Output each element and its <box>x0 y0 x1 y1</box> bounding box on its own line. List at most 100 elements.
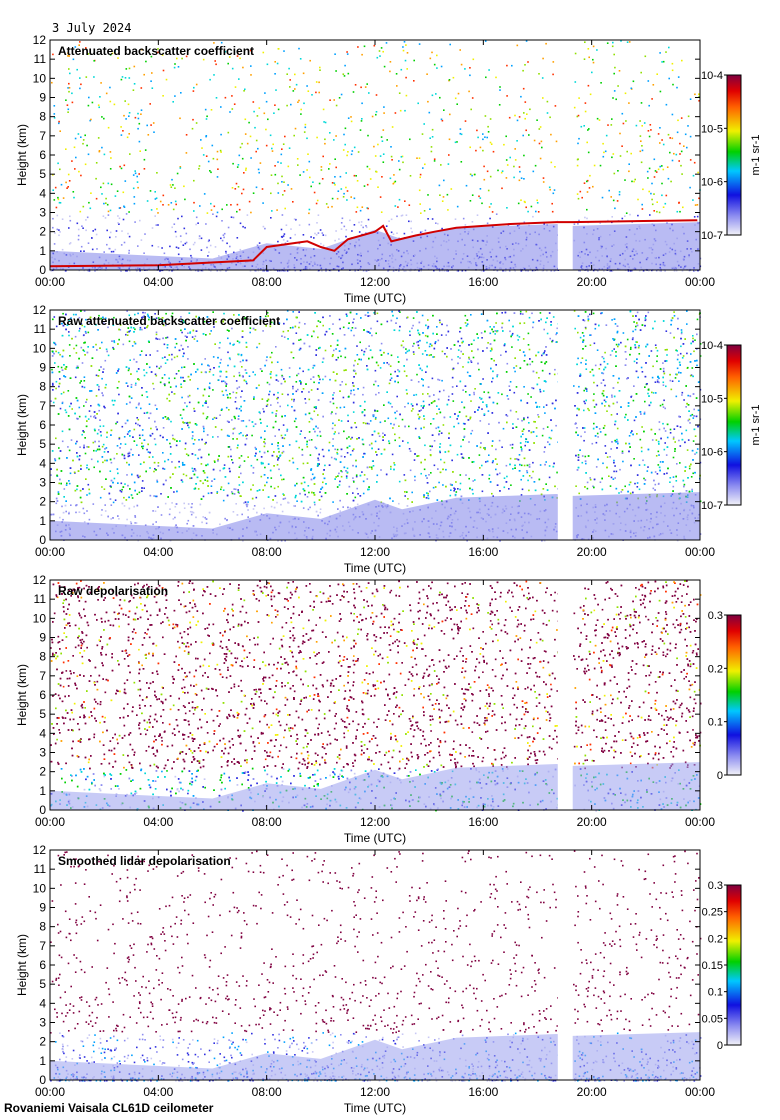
texture-pixel <box>331 197 334 200</box>
texture-pixel <box>464 224 467 226</box>
texture-pixel <box>100 186 102 189</box>
texture-pixel <box>288 376 291 378</box>
texture-pixel <box>456 205 459 208</box>
texture-pixel <box>329 132 331 134</box>
texture-pixel <box>124 483 126 485</box>
texture-pixel <box>268 393 270 396</box>
texture-pixel <box>403 474 406 476</box>
texture-pixel <box>405 389 408 391</box>
texture-pixel <box>694 204 697 206</box>
texture-pixel <box>677 119 679 122</box>
date-label: 3 July 2024 <box>52 21 131 35</box>
texture-pixel <box>57 198 60 201</box>
texture-pixel <box>392 182 395 185</box>
texture-pixel <box>328 441 331 444</box>
texture-pixel <box>452 400 455 402</box>
texture-pixel <box>116 190 119 192</box>
texture-pixel <box>469 74 471 77</box>
texture-pixel <box>200 139 202 141</box>
texture-pixel <box>549 116 551 119</box>
texture-pixel <box>293 134 295 137</box>
texture-pixel <box>406 491 408 493</box>
texture-pixel <box>578 97 580 99</box>
texture-pixel <box>449 416 452 418</box>
texture-pixel <box>464 120 467 122</box>
texture-pixel <box>317 232 320 234</box>
texture-pixel <box>691 413 694 416</box>
texture-pixel <box>347 151 349 153</box>
texture-pixel <box>523 178 525 180</box>
texture-pixel <box>52 53 54 56</box>
texture-pixel <box>175 203 177 206</box>
texture-pixel <box>143 73 145 76</box>
texture-pixel <box>188 426 190 429</box>
texture-pixel <box>405 348 407 350</box>
texture-pixel <box>359 341 361 344</box>
texture-pixel <box>395 73 398 75</box>
texture-pixel <box>297 164 299 166</box>
texture-pixel <box>676 131 679 134</box>
texture-pixel <box>625 120 627 122</box>
texture-pixel <box>666 436 669 439</box>
texture-pixel <box>155 426 157 428</box>
texture-pixel <box>431 94 434 97</box>
texture-pixel <box>162 69 165 72</box>
texture-pixel <box>249 135 252 138</box>
texture-pixel <box>484 40 487 42</box>
texture-pixel <box>276 464 279 466</box>
texture-pixel <box>616 427 619 430</box>
texture-pixel <box>628 41 631 43</box>
texture-pixel <box>374 440 377 443</box>
texture-pixel <box>210 270 212 272</box>
texture-pixel <box>443 270 446 272</box>
texture-pixel <box>143 487 145 489</box>
texture-pixel <box>404 59 407 62</box>
texture-pixel <box>232 391 235 394</box>
texture-pixel <box>628 102 630 104</box>
texture-pixel <box>653 193 655 195</box>
texture-pixel <box>169 245 171 248</box>
texture-pixel <box>583 335 585 337</box>
texture-pixel <box>584 431 586 433</box>
texture-pixel <box>479 396 481 399</box>
texture-pixel <box>154 468 156 470</box>
texture-pixel <box>680 164 682 167</box>
texture-pixel <box>647 311 650 314</box>
texture-pixel <box>156 338 159 340</box>
texture-pixel <box>604 445 607 447</box>
texture-pixel <box>520 450 523 452</box>
texture-pixel <box>142 445 145 447</box>
texture-pixel <box>344 64 346 67</box>
texture-pixel <box>116 468 119 470</box>
texture-pixel <box>539 390 542 393</box>
texture-pixel <box>57 196 59 199</box>
texture-pixel <box>194 439 196 441</box>
texture-pixel <box>541 434 544 437</box>
texture-pixel <box>600 82 602 84</box>
texture-pixel <box>417 381 420 383</box>
texture-pixel <box>672 83 674 86</box>
texture-pixel <box>424 163 426 166</box>
texture-pixel <box>514 114 516 117</box>
texture-pixel <box>329 269 332 272</box>
texture-pixel <box>656 349 659 352</box>
texture-pixel <box>621 145 623 147</box>
texture-pixel <box>481 337 483 339</box>
texture-pixel <box>88 96 90 99</box>
texture-pixel <box>86 510 88 512</box>
texture-pixel <box>249 49 252 52</box>
texture-pixel <box>481 202 483 205</box>
texture-pixel <box>229 111 231 113</box>
texture-pixel <box>130 383 133 386</box>
texture-pixel <box>102 443 105 446</box>
texture-pixel <box>653 176 656 178</box>
texture-pixel <box>160 493 162 495</box>
texture-pixel <box>277 401 279 404</box>
texture-pixel <box>540 140 543 143</box>
texture-pixel <box>88 201 90 204</box>
texture-pixel <box>316 199 319 202</box>
texture-pixel <box>95 162 98 164</box>
texture-pixel <box>648 167 651 170</box>
texture-pixel <box>99 96 101 98</box>
texture-pixel <box>123 114 125 117</box>
